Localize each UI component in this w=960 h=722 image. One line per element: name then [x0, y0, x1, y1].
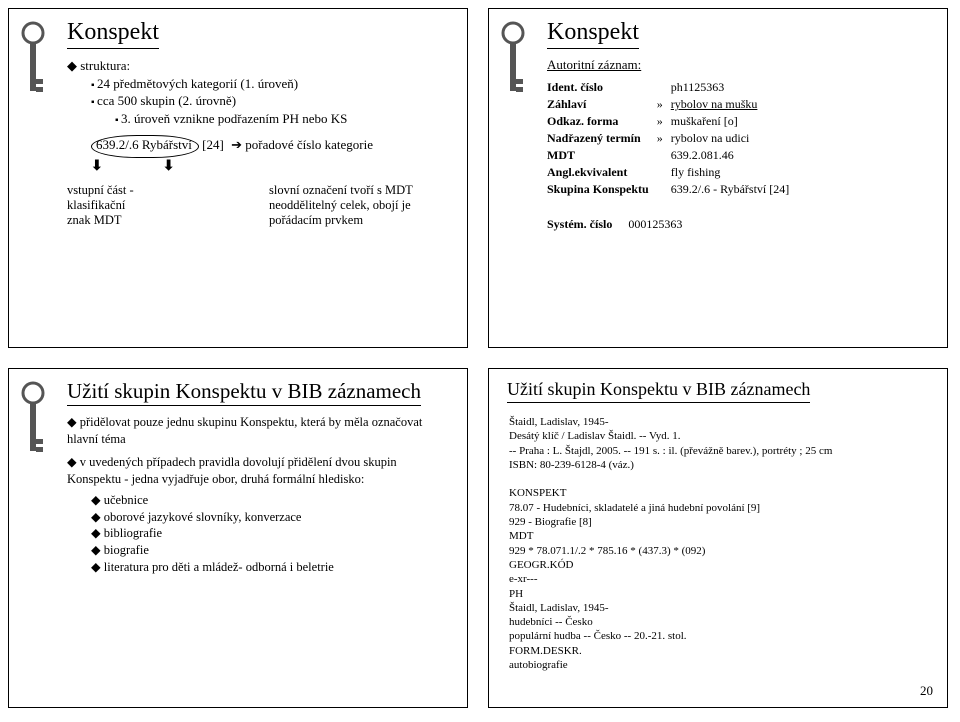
two-column-note: vstupní část - klasifikační znak MDT slo…	[67, 183, 453, 228]
slide-top-right: Konspekt Autoritní záznam: Ident. číslo p…	[488, 8, 948, 348]
record-marker: »	[657, 113, 671, 130]
record-value: rybolov na udici	[671, 130, 798, 147]
col-left: vstupní část - klasifikační znak MDT	[67, 183, 251, 228]
bullet-line3: cca 500 skupin (2. úrovně)	[91, 92, 453, 110]
slide-body: struktura: 24 předmětových kategorií (1.…	[67, 57, 453, 177]
key-icon	[499, 21, 527, 106]
col1-l1: vstupní část -	[67, 183, 251, 198]
record-label: Záhlaví	[547, 96, 657, 113]
example-circled: 639.2/.6 Rybářství	[91, 135, 199, 158]
bullet-line4: 3. úroveň vznikne podřazením PH nebo KS	[115, 110, 453, 128]
example-rest: pořadové číslo kategorie	[245, 137, 373, 152]
slide-title: Užití skupin Konspektu v BIB záznamech	[507, 379, 810, 403]
slide-title: Konspekt	[547, 19, 639, 49]
example-line: 639.2/.6 Rybářství [24] ➔ pořadové číslo…	[91, 135, 453, 158]
bl-b1: přidělovat pouze jednu skupinu Konspektu…	[67, 414, 453, 448]
subheading: Autoritní záznam:	[547, 57, 933, 73]
record-line: Desátý klíč / Ladislav Štaidl. -- Vyd. 1…	[509, 429, 933, 443]
record-label: MDT	[547, 147, 657, 164]
record-line: 929 - Biografie [8]	[509, 515, 933, 529]
record-marker	[657, 181, 671, 198]
record-value: fly fishing	[671, 164, 798, 181]
col1-l2: klasifikační	[67, 198, 251, 213]
bl-b2: v uvedených případech pravidla dovolují …	[67, 454, 453, 488]
record-label: Odkaz. forma	[547, 113, 657, 130]
record-line: autobiografie	[509, 658, 933, 672]
bullet-line2: 24 předmětových kategorií (1. úroveň)	[91, 75, 453, 93]
page-number: 20	[920, 683, 933, 699]
slide-bottom-left: Užití skupin Konspektu v BIB záznamech p…	[8, 368, 468, 708]
record-line	[509, 472, 933, 486]
record-marker	[657, 164, 671, 181]
record-line: hudebníci -- Česko	[509, 615, 933, 629]
key-icon	[19, 381, 47, 466]
record-label: Skupina Konspektu	[547, 181, 657, 198]
record-line: e-xr---	[509, 572, 933, 586]
bl-s1: učebnice	[91, 492, 453, 509]
record-line: ISBN: 80-239-6128-4 (váz.)	[509, 458, 933, 472]
record-value: ph1125363	[671, 79, 798, 96]
record-line: KONSPEKT	[509, 486, 933, 500]
sys-label: Systém. číslo	[547, 216, 620, 233]
slide-top-left: Konspekt struktura: 24 předmětových kate…	[8, 8, 468, 348]
record-line: MDT	[509, 529, 933, 543]
record-line: GEOGR.KÓD	[509, 558, 933, 572]
record-marker	[657, 147, 671, 164]
record-marker	[657, 79, 671, 96]
record-line: populární hudba -- Česko -- 20.-21. stol…	[509, 629, 933, 643]
record-marker: »	[657, 130, 671, 147]
record-label: Ident. číslo	[547, 79, 657, 96]
col2-l3: pořádacím prvkem	[269, 213, 453, 228]
system-row: Systém. číslo 000125363	[547, 216, 690, 233]
bullet-struktura: struktura:	[67, 57, 453, 75]
record-marker: »	[657, 96, 671, 113]
record-line: Štaidl, Ladislav, 1945-	[509, 601, 933, 615]
arrow-down-1	[91, 158, 103, 177]
record-line: FORM.DESKR.	[509, 644, 933, 658]
bib-record: Štaidl, Ladislav, 1945-Desátý klíč / Lad…	[509, 415, 933, 672]
record-value: 639.2.081.46	[671, 147, 798, 164]
record-label: Nadřazený termín	[547, 130, 657, 147]
record-value: muškaření [o]	[671, 113, 798, 130]
slide-title: Užití skupin Konspektu v BIB záznamech	[67, 379, 421, 406]
slide-title: Konspekt	[67, 19, 159, 49]
slide-bottom-right: Užití skupin Konspektu v BIB záznamech Š…	[488, 368, 948, 708]
slide-body: přidělovat pouze jednu skupinu Konspektu…	[67, 414, 453, 576]
record-line: PH	[509, 587, 933, 601]
bl-s4: biografie	[91, 542, 453, 559]
record-value: rybolov na mušku	[671, 96, 798, 113]
bl-s2: oborové jazykové slovníky, konverzace	[91, 509, 453, 526]
record-line: -- Praha : L. Štajdl, 2005. -- 191 s. : …	[509, 444, 933, 458]
bl-s3: bibliografie	[91, 525, 453, 542]
col2-l2: neoddělitelný celek, obojí je	[269, 198, 453, 213]
record-value: 639.2/.6 - Rybářství [24]	[671, 181, 798, 198]
record-line: Štaidl, Ladislav, 1945-	[509, 415, 933, 429]
record-table: Ident. číslo ph1125363 Záhlaví»rybolov na …	[547, 79, 797, 198]
example-bracket: [24]	[202, 137, 224, 152]
sys-val: 000125363	[628, 216, 690, 233]
col-right: slovní označení tvoří s MDT neodděliteln…	[269, 183, 453, 228]
col1-l3: znak MDT	[67, 213, 251, 228]
arrow-down-2	[163, 158, 175, 177]
bl-s5: literatura pro děti a mládež- odborná i …	[91, 559, 453, 576]
col2-l1: slovní označení tvoří s MDT	[269, 183, 453, 198]
record-line: 929 * 78.071.1/.2 * 785.16 * (437.3) * (…	[509, 544, 933, 558]
record-line: 78.07 - Hudebníci, skladatelé a jiná hud…	[509, 501, 933, 515]
key-icon	[19, 21, 47, 106]
record-label: Angl.ekvivalent	[547, 164, 657, 181]
